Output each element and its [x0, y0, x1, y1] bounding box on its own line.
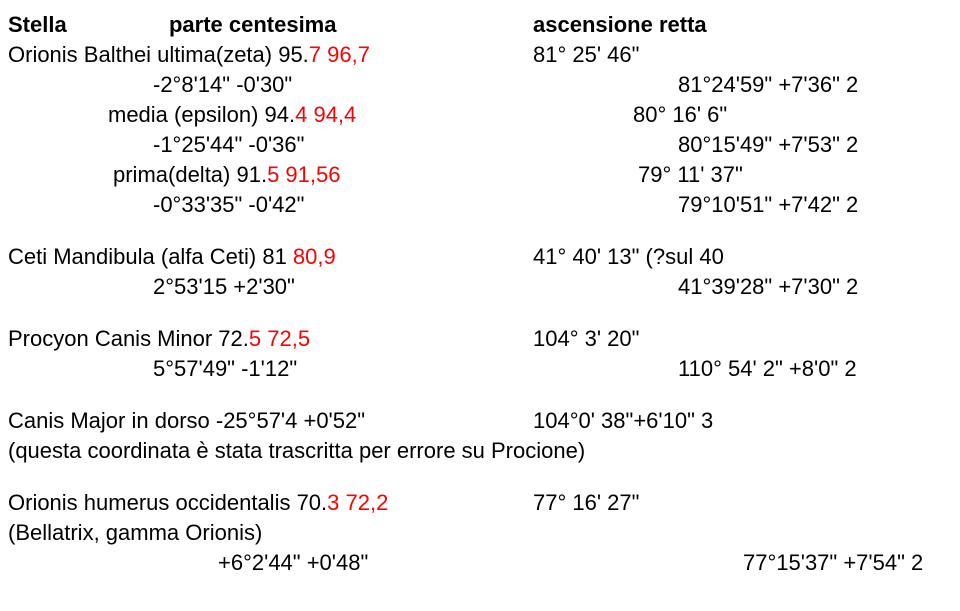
row-orionis-humerus: Orionis humerus occidentalis 70.3 72,2 7…	[8, 488, 952, 518]
cell-left: -1°25'44" -0'36"	[8, 130, 678, 160]
text: prima(delta) 91.	[113, 162, 267, 187]
cell-right: 79°10'51" +7'42" 2	[678, 190, 952, 220]
header-col1: Stella	[8, 12, 67, 37]
row-prima-delta-2: -0°33'35" -0'42" 79°10'51" +7'42" 2	[8, 190, 952, 220]
header-left: Stella parte centesima	[8, 10, 533, 40]
cell-left: Canis Major in dorso -25°57'4 +0'52"	[8, 406, 533, 436]
text: media (epsilon) 94.	[108, 102, 295, 127]
num: 5 72,5	[249, 326, 310, 351]
row-canis-major: Canis Major in dorso -25°57'4 +0'52" 104…	[8, 406, 952, 436]
row-ceti-2: 2°53'15 +2'30" 41°39'28" +7'30" 2	[8, 272, 952, 302]
cell-right: 77° 16' 27"	[533, 488, 952, 518]
cell-left: prima(delta) 91.5 91,56	[8, 160, 638, 190]
page: Stella parte centesima ascensione retta …	[0, 0, 960, 588]
cell-left: Orionis Balthei ultima(zeta) 95.7 96,7	[8, 40, 533, 70]
cell-left: 5°57'49" -1'12"	[8, 354, 678, 384]
cell-right: 80° 16' 6"	[633, 100, 952, 130]
row-bellatrix: (Bellatrix, gamma Orionis)	[8, 518, 952, 548]
row-prima-delta: prima(delta) 91.5 91,56 79° 11' 37"	[8, 160, 952, 190]
num: 3 72,2	[327, 490, 388, 515]
cell-left: -0°33'35" -0'42"	[8, 190, 678, 220]
text: Procyon Canis Minor 72.	[8, 326, 249, 351]
cell-right: 41° 40' 13" (?sul 40	[533, 242, 952, 272]
text: Ceti Mandibula (alfa Ceti) 81	[8, 244, 293, 269]
cell-right: 110° 54' 2" +8'0" 2	[678, 354, 952, 384]
text: Orionis humerus occidentalis 70.	[8, 490, 327, 515]
num: 4 94,4	[295, 102, 356, 127]
cell-left: Orionis humerus occidentalis 70.3 72,2	[8, 488, 533, 518]
row-orionis-zeta: Orionis Balthei ultima(zeta) 95.7 96,7 8…	[8, 40, 952, 70]
row-procyon: Procyon Canis Minor 72.5 72,5 104° 3' 20…	[8, 324, 952, 354]
row-canis-major-note: (questa coordinata è stata trascritta pe…	[8, 436, 952, 466]
cell-right: 104° 3' 20"	[533, 324, 952, 354]
header-row: Stella parte centesima ascensione retta	[8, 10, 952, 40]
row-media-epsilon: media (epsilon) 94.4 94,4 80° 16' 6"	[8, 100, 952, 130]
row-orionis-zeta-2: -2°8'14" -0'30" 81°24'59" +7'36" 2	[8, 70, 952, 100]
cell-left: (Bellatrix, gamma Orionis)	[8, 518, 533, 548]
row-ceti: Ceti Mandibula (alfa Ceti) 81 80,9 41° 4…	[8, 242, 952, 272]
cell-left: 2°53'15 +2'30"	[8, 272, 678, 302]
cell-right: 81°24'59" +7'36" 2	[678, 70, 952, 100]
text: Orionis Balthei ultima(zeta) 95.	[8, 42, 309, 67]
spacer	[8, 302, 952, 324]
header-col2: parte centesima	[169, 12, 337, 37]
cell-right: 81° 25' 46"	[533, 40, 952, 70]
cell-left: media (epsilon) 94.4 94,4	[8, 100, 633, 130]
row-bellatrix-2: +6°2'44" +0'48" 77°15'37" +7'54" 2	[8, 548, 952, 578]
cell-right: 79° 11' 37"	[638, 160, 952, 190]
cell-right: 104°0' 38"+6'10" 3	[533, 406, 952, 436]
cell-right: 41°39'28" +7'30" 2	[678, 272, 952, 302]
cell-left: (questa coordinata è stata trascritta pe…	[8, 436, 952, 466]
cell-right: 80°15'49" +7'53" 2	[678, 130, 952, 160]
header-col3: ascensione retta	[533, 12, 707, 37]
header-right: ascensione retta	[533, 10, 952, 40]
row-media-epsilon-2: -1°25'44" -0'36" 80°15'49" +7'53" 2	[8, 130, 952, 160]
cell-left: Procyon Canis Minor 72.5 72,5	[8, 324, 533, 354]
num: 7 96,7	[309, 42, 370, 67]
cell-left: Ceti Mandibula (alfa Ceti) 81 80,9	[8, 242, 533, 272]
cell-left: +6°2'44" +0'48"	[8, 548, 743, 578]
cell-right: 77°15'37" +7'54" 2	[743, 548, 952, 578]
cell-left: -2°8'14" -0'30"	[8, 70, 678, 100]
row-procyon-2: 5°57'49" -1'12" 110° 54' 2" +8'0" 2	[8, 354, 952, 384]
num: 80,9	[293, 244, 336, 269]
spacer	[8, 220, 952, 242]
spacer	[8, 466, 952, 488]
num: 5 91,56	[267, 162, 340, 187]
spacer	[8, 384, 952, 406]
